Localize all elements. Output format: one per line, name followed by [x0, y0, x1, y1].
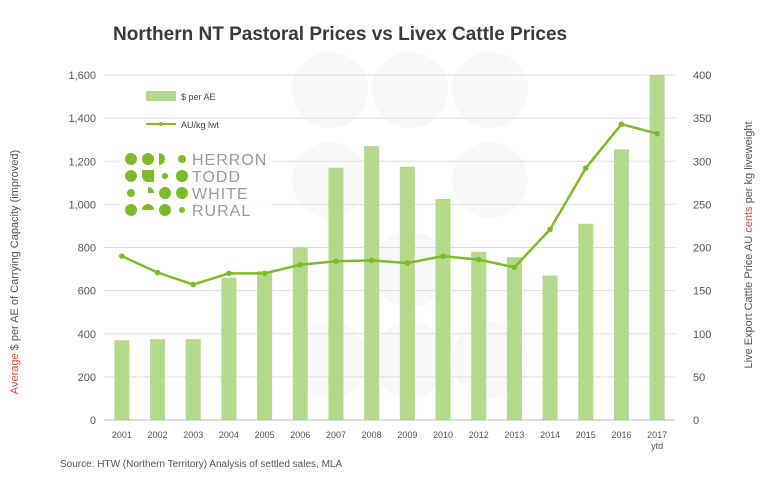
line-point — [297, 261, 304, 268]
logo-line-2: TODD — [192, 169, 241, 186]
x-tick-label: 2006 — [290, 430, 310, 440]
bar — [257, 271, 273, 420]
right-axis-label-prefix: Live Export Cattle Price AU — [743, 233, 755, 369]
x-tick-label: 2009 — [397, 430, 417, 440]
right-axis-ticks: 0 50 100 150 200 250 300 350 400 — [693, 70, 711, 427]
x-tick-label: 2004 — [219, 430, 239, 440]
line-point — [154, 269, 161, 276]
right-tick-label: 50 — [693, 372, 705, 384]
legend-line-label: AU/kg lwt — [181, 120, 220, 130]
x-tick-label: 2003 — [183, 430, 203, 440]
line-point — [333, 258, 339, 265]
left-tick-label: 1,200 — [68, 156, 96, 168]
bar — [613, 149, 629, 420]
logo-dots — [125, 153, 188, 216]
bar — [150, 339, 166, 420]
right-tick-label: 200 — [693, 243, 711, 255]
x-tick-sublabel: ytd — [651, 441, 663, 451]
right-tick-label: 400 — [693, 70, 711, 82]
herron-todd-white-logo: HERRON TODD WHITE RURAL — [120, 146, 272, 222]
legend: $ per AE AU/kg lwt — [146, 91, 220, 130]
left-tick-label: 1,600 — [68, 70, 96, 82]
logo-line-4: RURAL — [192, 203, 251, 220]
x-tick-label: 2016 — [611, 430, 631, 440]
line-point — [440, 253, 446, 259]
left-axis-label-highlight: Average — [9, 353, 21, 394]
line-point — [511, 264, 518, 271]
left-tick-label: 0 — [90, 415, 96, 427]
line-point — [190, 281, 197, 288]
line-point — [368, 257, 375, 264]
left-tick-label: 1,400 — [68, 113, 96, 125]
left-tick-label: 200 — [78, 372, 96, 384]
bar — [292, 247, 308, 420]
line-point — [475, 256, 482, 263]
bar — [185, 339, 201, 420]
logo-line-3: WHITE — [192, 186, 249, 203]
line-point — [226, 270, 232, 277]
left-tick-label: 400 — [78, 329, 96, 341]
bar — [649, 75, 665, 420]
x-tick-label: 2014 — [540, 430, 560, 440]
bar — [578, 223, 594, 420]
bar — [221, 277, 237, 420]
left-tick-label: 800 — [78, 243, 96, 255]
right-axis-label: Live Export Cattle Price AU cents per kg… — [743, 121, 755, 368]
left-tick-label: 1,000 — [68, 199, 96, 211]
right-tick-label: 100 — [693, 329, 711, 341]
right-tick-label: 300 — [693, 156, 711, 168]
legend-bar-swatch — [146, 91, 176, 101]
legend-line-marker — [159, 122, 163, 126]
x-tick-label: 2007 — [326, 430, 346, 440]
x-tick-label: 2017 — [647, 430, 667, 440]
line-point — [404, 260, 411, 266]
x-tick-label: 2002 — [148, 430, 168, 440]
right-tick-label: 250 — [693, 199, 711, 211]
bar — [542, 275, 558, 420]
bar — [114, 340, 130, 420]
right-tick-label: 350 — [693, 113, 711, 125]
left-axis-label-rest: $ per AE of Carrying Capacity (improved) — [9, 150, 21, 354]
bar — [328, 167, 344, 420]
legend-bar-label: $ per AE — [181, 92, 216, 102]
right-axis-label-suffix: per kg liveweight — [743, 121, 755, 206]
x-tick-label: 2005 — [255, 430, 275, 440]
bar-series — [114, 75, 665, 420]
bar — [364, 146, 380, 420]
line-point — [119, 253, 125, 259]
left-axis-ticks: 0 200 400 600 800 1,000 1,200 1,400 1,600 — [68, 70, 96, 427]
x-tick-label: 2013 — [504, 430, 524, 440]
bar — [506, 257, 522, 420]
x-axis-ticks: 2001 2002 2003 2004 2005 2006 2007 2008 2009 2010… — [112, 430, 667, 451]
x-tick-label: 2001 — [112, 430, 132, 440]
line-point — [261, 270, 268, 277]
line-point — [654, 130, 660, 137]
bar — [399, 166, 415, 420]
right-tick-label: 0 — [693, 415, 699, 427]
line-point — [547, 226, 553, 233]
x-tick-label: 2008 — [362, 430, 382, 440]
left-axis-label: Average $ per AE of Carrying Capacity (i… — [9, 150, 21, 394]
x-tick-label: 2010 — [433, 430, 453, 440]
line-point — [582, 165, 589, 171]
chart-title: Northern NT Pastoral Prices vs Livex Cat… — [113, 24, 567, 45]
source-note: Source: HTW (Northern Territory) Analysi… — [60, 459, 342, 470]
bar — [471, 251, 487, 420]
line-path — [121, 122, 658, 286]
line-series — [119, 121, 660, 288]
left-tick-label: 600 — [78, 286, 96, 298]
right-tick-label: 150 — [693, 286, 711, 298]
line-point — [618, 121, 625, 127]
logo-line-1: HERRON — [192, 152, 267, 169]
right-axis-label-highlight: cents — [743, 206, 755, 233]
bar — [435, 198, 451, 420]
x-tick-label: 2012 — [469, 430, 489, 440]
x-tick-label: 2015 — [576, 430, 596, 440]
